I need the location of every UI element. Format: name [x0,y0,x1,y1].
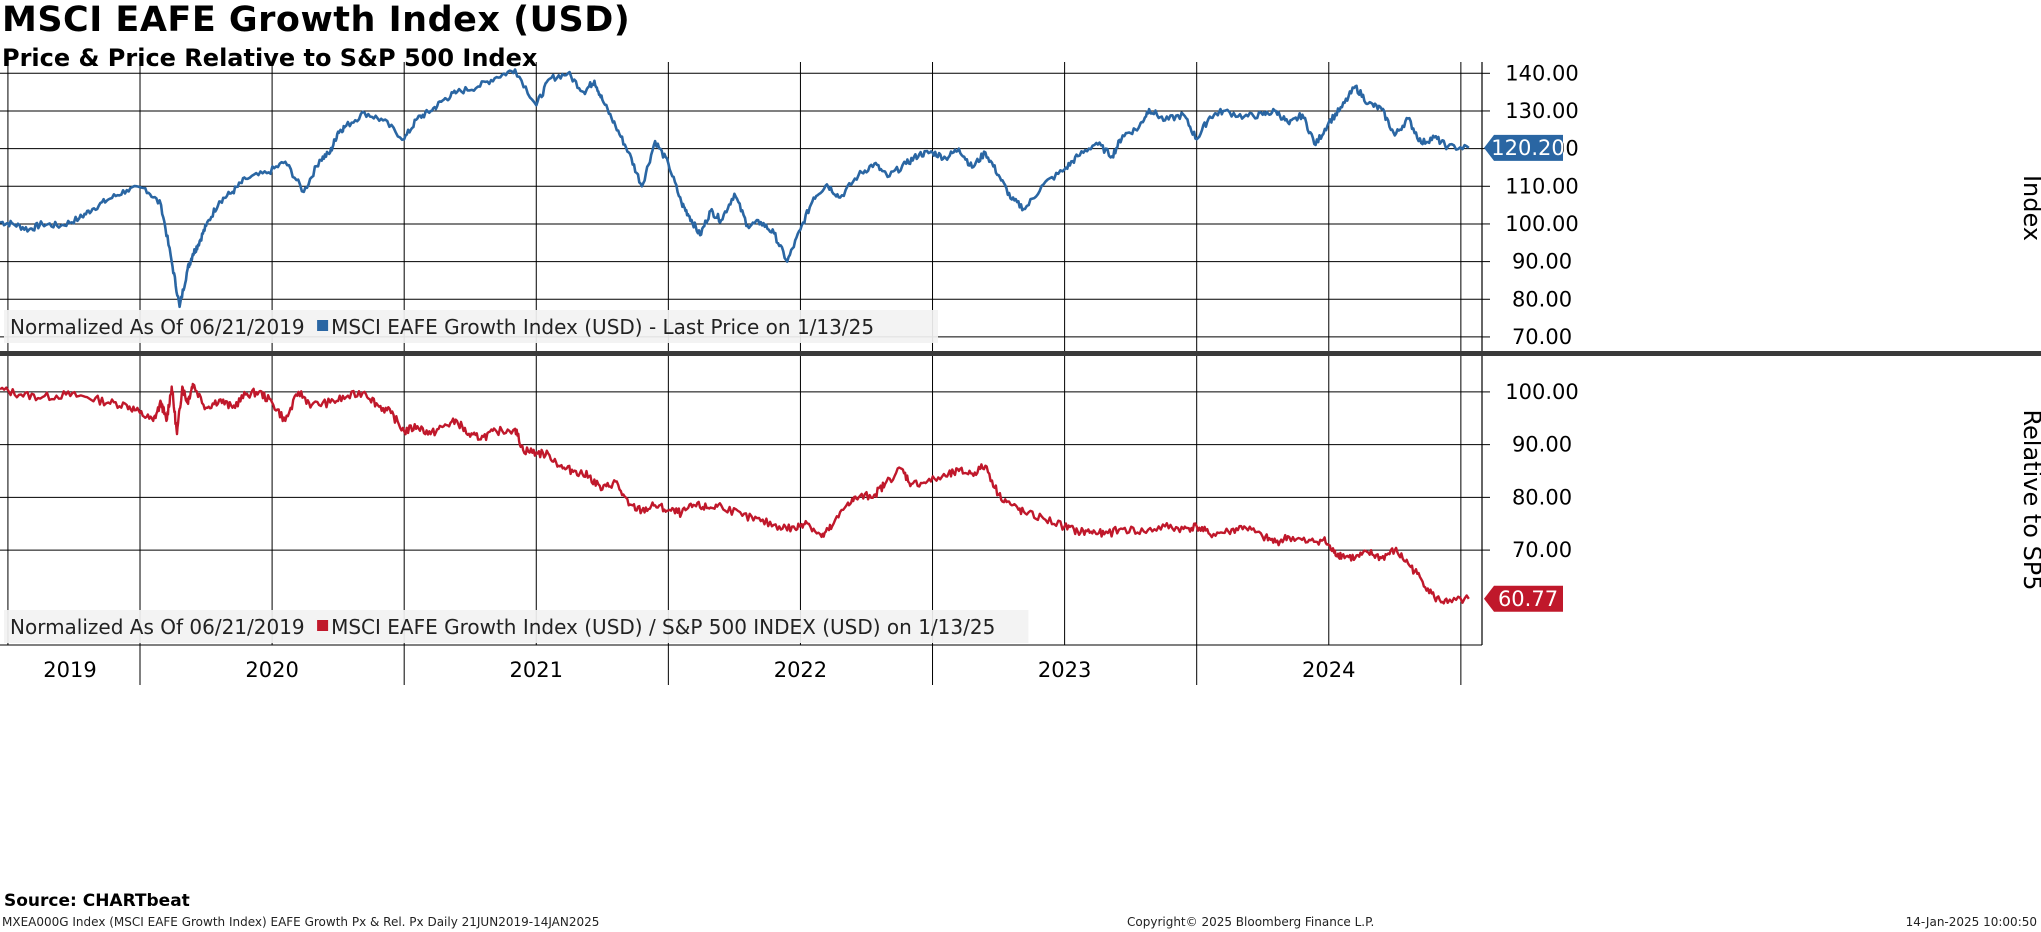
relative-last-tag: 60.77 [1484,585,1563,612]
relative-legend-swatch [317,620,329,631]
relative-axis-tick-label: 70.00 [1512,538,1572,562]
footer-timestamp: 14-Jan-2025 10:00:50 [1905,915,2037,929]
price-legend-background [4,310,938,343]
price-axis-tick-label: 140.00 [1505,61,1578,85]
relative-legend: Normalized As Of 06/21/2019 MSCI EAFE Gro… [10,615,995,639]
source-label: Source: CHARTbeat [4,891,190,911]
year-label: 2020 [245,658,298,682]
relative-series-line [0,382,1470,605]
relative-axis-tick-label: 90.00 [1512,433,1572,457]
price-axis-tick-label: 110.00 [1505,174,1578,198]
price-axis-title: Index [2018,175,2041,241]
price-last-tag: 120.20 [1484,134,1565,161]
relative-legend-background [4,610,1029,643]
footer-description: MXEA000G Index (MSCI EAFE Growth Index) … [2,915,600,929]
price-legend: Normalized As Of 06/21/2019 MSCI EAFE Gro… [10,315,874,339]
price-axis-tick-label: 70.00 [1512,325,1572,349]
chart-subtitle: Price & Price Relative to S&P 500 Index [2,44,538,72]
price-axis-tick-label: 100.00 [1505,212,1578,236]
year-label: 2021 [510,658,563,682]
footer-copyright: Copyright© 2025 Bloomberg Finance L.P. [1127,915,1375,929]
price-last-tag-value: 120.20 [1491,136,1564,160]
relative-axis-title: Relative to SP5 [2018,409,2041,590]
price-axis-tick-label: 90.00 [1512,250,1572,274]
year-label: 2024 [1302,658,1355,682]
relative-last-tag-shape [1484,585,1563,612]
price-legend-label: MSCI EAFE Growth Index (USD) - Last Pric… [331,315,874,339]
relative-legend-label: MSCI EAFE Growth Index (USD) / S&P 500 I… [331,615,995,639]
relative-last-tag-value: 60.77 [1498,587,1558,611]
relative-axis-tick-label: 100.00 [1505,380,1578,404]
relative-axis-tick-label: 80.00 [1512,485,1572,509]
price-last-tag-shape [1484,134,1563,161]
year-label: 2019 [43,658,96,682]
price-legend-prefix: Normalized As Of 06/21/2019 [10,315,305,339]
relative-legend-prefix: Normalized As Of 06/21/2019 [10,615,305,639]
price-series-line [0,68,1470,309]
price-legend-swatch [317,320,329,331]
price-axis-tick-label: 80.00 [1512,287,1572,311]
price-axis-tick-label: 130.00 [1505,99,1578,123]
year-label: 2022 [774,658,827,682]
chart-title: MSCI EAFE Growth Index (USD) [2,0,631,40]
year-label: 2023 [1038,658,1091,682]
